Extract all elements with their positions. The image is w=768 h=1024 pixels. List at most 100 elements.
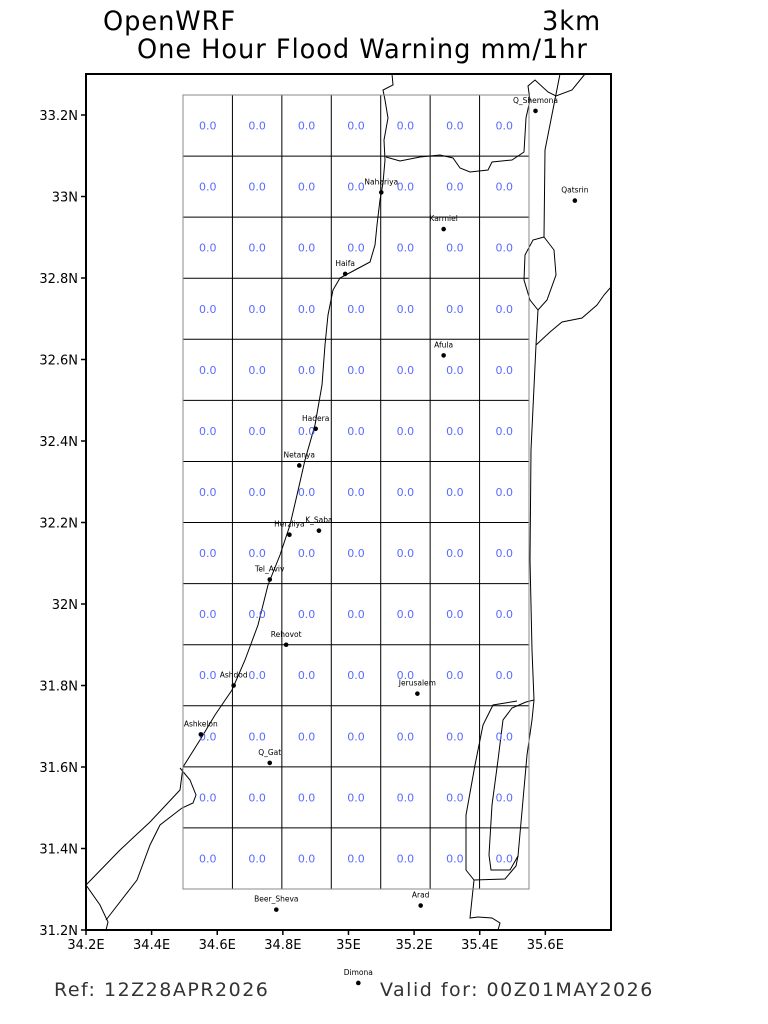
city-label: Qatsrin [561, 186, 589, 195]
grid-value: 0.0 [397, 364, 415, 377]
grid-value: 0.0 [446, 242, 464, 255]
x-tick-label: 35.6E [527, 938, 564, 953]
grid-value: 0.0 [248, 547, 266, 560]
grid-value: 0.0 [298, 303, 316, 316]
city-label: Jerusalem [398, 679, 436, 688]
grid-value: 0.0 [496, 364, 514, 377]
valid-time: Valid for: 00Z01MAY2026 [380, 979, 654, 1001]
city-label: Q_Shemona [513, 96, 558, 105]
city-label: Rehovot [271, 630, 302, 639]
grid-value: 0.0 [248, 669, 266, 682]
grid-value: 0.0 [199, 791, 217, 804]
grid-value: 0.0 [199, 852, 217, 865]
y-tick-label: 31.4N [39, 843, 78, 858]
y-tick-label: 31.8N [39, 680, 78, 695]
grid-value: 0.0 [446, 181, 464, 194]
city-dot [441, 226, 446, 232]
border-line [535, 286, 612, 346]
y-tick-label: 32.4N [39, 435, 78, 450]
city-dot [283, 642, 289, 648]
grid-value: 0.0 [298, 852, 316, 865]
grid-value: 0.0 [347, 364, 365, 377]
city-dot [572, 198, 578, 203]
grid-value: 0.0 [248, 242, 266, 255]
grid-value: 0.0 [347, 547, 365, 560]
city-label: Beer_Sheva [254, 895, 298, 904]
grid-value: 0.0 [199, 669, 217, 682]
grid-value: 0.0 [397, 181, 415, 194]
city-dot [342, 271, 348, 277]
grid-value: 0.0 [199, 486, 217, 499]
y-tick-label: 32.2N [39, 517, 78, 532]
grid-value: 0.0 [397, 730, 415, 743]
x-tick-label: 35E [336, 938, 361, 953]
grid-value: 0.0 [298, 242, 316, 255]
city-dot [267, 760, 273, 766]
city-dot [415, 691, 420, 696]
border-line [85, 884, 109, 931]
border-line [469, 879, 501, 931]
grid-value: 0.0 [446, 120, 464, 133]
grid-value: 0.0 [298, 425, 316, 438]
city-label: Ashdod [220, 671, 248, 680]
grid-value: 0.0 [199, 120, 217, 133]
border-line [105, 767, 197, 921]
city-label: Karmiel [429, 214, 457, 223]
grid-value: 0.0 [496, 486, 514, 499]
y-tick-label: 32.6N [39, 354, 78, 369]
city-label: Nahariya [364, 177, 398, 186]
grid-value: 0.0 [248, 120, 266, 133]
grid-value: 0.0 [397, 669, 415, 682]
grid-value: 0.0 [298, 608, 316, 621]
grid-value: 0.0 [248, 852, 266, 865]
grid-value: 0.0 [397, 547, 415, 560]
grid-value: 0.0 [347, 120, 365, 133]
grid-value: 0.0 [397, 608, 415, 621]
city-dot [267, 577, 273, 582]
grid-value: 0.0 [298, 181, 316, 194]
grid-value: 0.0 [397, 242, 415, 255]
grid-value: 0.0 [248, 791, 266, 804]
border-line [488, 699, 535, 871]
grid-value: 0.0 [298, 364, 316, 377]
city-label: Dimona [344, 968, 373, 977]
y-tick-label: 31.6N [39, 761, 78, 776]
city-dot [378, 190, 384, 195]
x-tick-label: 34.8E [264, 938, 301, 953]
grid-value: 0.0 [248, 486, 266, 499]
y-tick-label: 31.2N [39, 924, 78, 939]
grid-value: 0.0 [496, 608, 514, 621]
value-grid: 0.0 0.0 0.0 0.0 0.0 0.0 0.0 0.0 0.0 0.0 0.0 0.0 0.0 0… [182, 94, 530, 890]
grid-value: 0.0 [347, 242, 365, 255]
grid-value: 0.0 [446, 791, 464, 804]
grid-value: 0.0 [199, 547, 217, 560]
grid-value: 0.0 [397, 486, 415, 499]
y-tick-label: 33N [52, 191, 78, 206]
grid-value: 0.0 [199, 730, 217, 743]
grid-value: 0.0 [248, 608, 266, 621]
grid-value: 0.0 [248, 181, 266, 194]
grid-value: 0.0 [397, 120, 415, 133]
grid-value: 0.0 [347, 486, 365, 499]
city-dot [296, 463, 302, 468]
grid-value: 0.0 [248, 364, 266, 377]
grid-value: 0.0 [446, 303, 464, 316]
grid-value: 0.0 [496, 669, 514, 682]
city-label: Hadera [302, 414, 329, 423]
coastline-borders [85, 73, 612, 931]
city-label: Netanya [283, 450, 315, 459]
grid-value: 0.0 [496, 425, 514, 438]
grid-value: 0.0 [248, 730, 266, 743]
grid-value: 0.0 [496, 730, 514, 743]
grid-value: 0.0 [446, 547, 464, 560]
grid-value: 0.0 [347, 730, 365, 743]
grid-value: 0.0 [496, 852, 514, 865]
city-dot [441, 353, 446, 358]
city-dot [273, 907, 279, 912]
grid-value: 0.0 [347, 852, 365, 865]
grid-value: 0.0 [397, 791, 415, 804]
grid-value: 0.0 [298, 486, 316, 499]
grid-value: 0.0 [397, 852, 415, 865]
grid-value: 0.0 [496, 242, 514, 255]
